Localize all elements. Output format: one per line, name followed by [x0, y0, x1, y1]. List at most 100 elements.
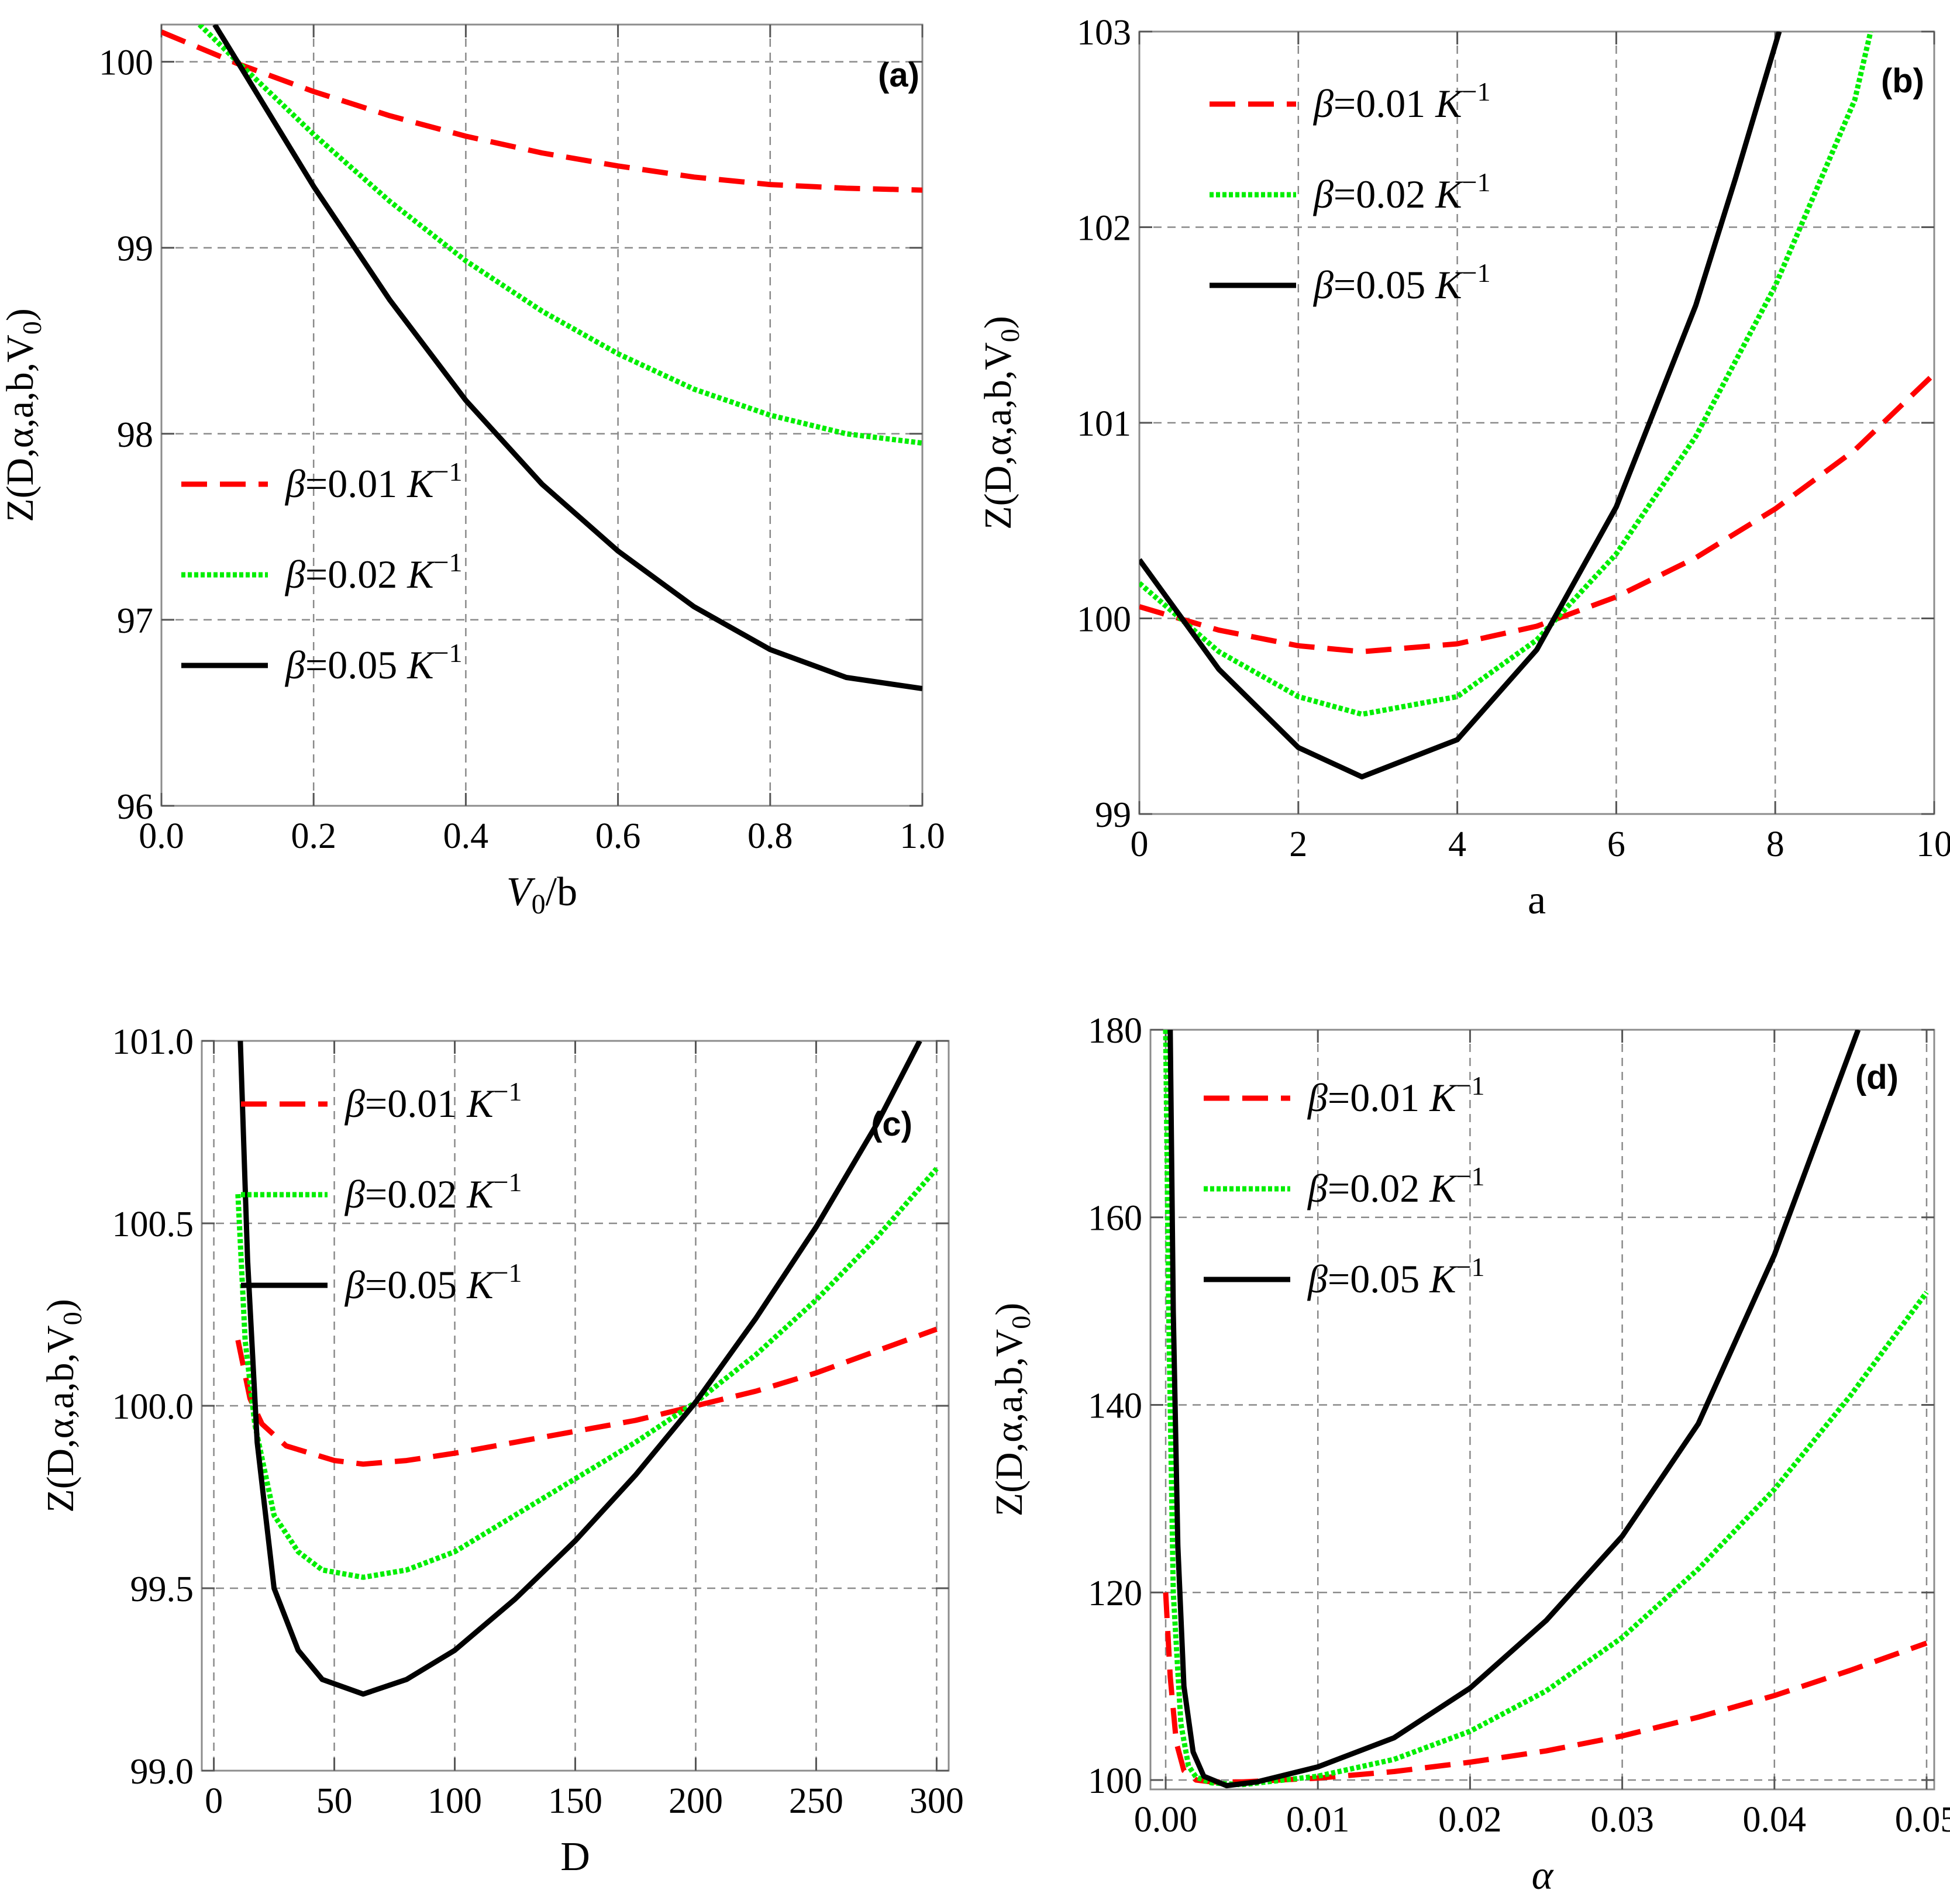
legend-symbol: β [1312, 172, 1334, 216]
x-tick-label: 0.0 [139, 816, 184, 856]
legend-exponent: −1 [434, 457, 463, 487]
y-tick-label: 140 [1088, 1386, 1142, 1426]
y-axis-label-sub: 0 [995, 329, 1025, 342]
series-line-beta005 [237, 1041, 922, 1697]
series-line-beta002 [197, 25, 922, 446]
y-tick-label: 120 [1088, 1574, 1142, 1613]
legend-exponent: −1 [1462, 77, 1491, 106]
x-tick-label: 0.03 [1590, 1800, 1654, 1840]
legend-symbol: β [1307, 1166, 1328, 1210]
y-axis-label-sub: 0 [17, 321, 47, 334]
legend-unit: K [466, 1172, 495, 1216]
legend-unit: K [1435, 172, 1464, 216]
y-tick-label: 99 [1095, 795, 1131, 835]
legend-symbol: β [284, 552, 305, 596]
legend-value: =0.02 [365, 1172, 467, 1216]
legend-unit: K [1435, 263, 1464, 307]
legend-value: =0.05 [1334, 263, 1435, 307]
series-line-beta005 [212, 25, 922, 692]
legend-label-beta001: β=0.01 K−1 [284, 457, 463, 506]
x-tick-label: 0 [205, 1781, 223, 1821]
x-axis-label-main: α [1532, 1853, 1554, 1898]
x-tick-label: 10 [1916, 825, 1950, 864]
plot-frame [1149, 1029, 1935, 1791]
y-axis-label-main: Z(D,α,a,b,V [977, 342, 1019, 530]
legend-unit: K [466, 1081, 495, 1126]
x-axis-label-main: a [1528, 878, 1546, 923]
series-line-beta005 [1139, 32, 1782, 779]
legend-exponent: −1 [1456, 1161, 1485, 1191]
x-tick-label: 0.2 [291, 816, 336, 856]
legend-label-beta005: β=0.05 K−1 [344, 1258, 522, 1307]
x-tick-label: 200 [669, 1781, 723, 1821]
y-axis-label-tail: ) [39, 1299, 82, 1312]
x-axis-label-tail: /b [546, 870, 577, 915]
y-tick-label: 96 [117, 787, 153, 827]
legend-symbol: β [284, 643, 305, 687]
legend-exponent: −1 [1456, 1252, 1485, 1282]
legend-value: =0.02 [305, 552, 407, 596]
legend-exponent: −1 [434, 638, 463, 668]
y-tick-label: 99.0 [130, 1752, 194, 1792]
legend-unit: K [406, 461, 436, 506]
y-tick-label: 160 [1088, 1199, 1142, 1239]
x-axis-label-sub: 0 [532, 889, 546, 920]
legend-label-beta002: β=0.02 K−1 [1312, 167, 1491, 216]
legend-label-beta002: β=0.02 K−1 [1307, 1161, 1485, 1210]
legend-label-beta002: β=0.02 K−1 [344, 1167, 522, 1216]
x-tick-label: 0.05 [1895, 1800, 1950, 1840]
y-tick-label: 100 [1077, 600, 1131, 640]
legend-unit: K [1435, 81, 1464, 126]
legend-value: =0.05 [1328, 1257, 1429, 1301]
x-axis-label: a [1528, 878, 1546, 923]
x-tick-label: 250 [789, 1781, 843, 1821]
y-axis-label: Z(D,α,a,b,V0) [39, 1299, 87, 1512]
legend-exponent: −1 [1462, 258, 1491, 288]
x-tick-label: 0.04 [1743, 1800, 1807, 1840]
y-tick-label: 100.0 [112, 1387, 194, 1427]
legend-value: =0.05 [365, 1263, 467, 1307]
legend-value: =0.01 [1328, 1075, 1429, 1120]
legend-label-beta001: β=0.01 K−1 [1312, 77, 1491, 126]
legend-symbol: β [1312, 81, 1334, 126]
x-tick-label: 50 [316, 1781, 353, 1821]
panel-label: (a) [878, 56, 919, 94]
panel-d: 0.00 0.01 0.02 0.03 0.04 0.05 100 120 140 160 180 β… [988, 1011, 1950, 1898]
x-axis-label: D [560, 1834, 590, 1879]
x-tick-label: 1.0 [900, 816, 945, 856]
legend-label-beta001: β=0.01 K−1 [344, 1077, 522, 1126]
plot-frame [160, 23, 924, 807]
y-axis-label: Z(D,α,a,b,V0) [977, 316, 1025, 529]
x-axis-label-main: V [507, 870, 536, 915]
series-line-beta001 [1163, 1592, 1928, 1785]
x-tick-label: 100 [428, 1781, 482, 1821]
x-tick-label: 0 [1131, 825, 1149, 864]
y-axis-label-tail: ) [988, 1303, 1031, 1316]
y-tick-label: 99.5 [130, 1570, 194, 1609]
series-line-beta002 [235, 1167, 939, 1580]
x-tick-label: 0.8 [747, 816, 793, 856]
y-axis-label-main: Z(D,α,a,b,V [39, 1325, 82, 1513]
y-axis-label-sub: 0 [1006, 1316, 1036, 1329]
y-axis-label-sub: 0 [57, 1312, 87, 1325]
x-axis-label: V0/b [507, 870, 577, 920]
legend-value: =0.01 [1334, 81, 1435, 126]
y-tick-label: 180 [1088, 1011, 1142, 1051]
legend-exponent: −1 [494, 1258, 522, 1288]
y-axis-label-main: Z(D,α,a,b,V [988, 1329, 1031, 1517]
legend-exponent: −1 [494, 1167, 522, 1197]
panel-c: 0 50 100 150 200 250 300 99.0 99.5 100.0 100.5 101.… [39, 1022, 964, 1879]
legend-exponent: −1 [434, 547, 463, 577]
legend-unit: K [1429, 1166, 1458, 1210]
x-tick-label: 150 [548, 1781, 602, 1821]
legend-unit: K [1429, 1075, 1458, 1120]
series-line-beta002 [1139, 32, 1873, 717]
legend-unit: K [1429, 1257, 1458, 1301]
legend-unit: K [406, 552, 436, 596]
x-tick-label: 4 [1448, 825, 1466, 864]
series-line-beta002 [1163, 1030, 1929, 1788]
y-tick-label: 100 [1088, 1761, 1142, 1801]
legend-symbol: β [344, 1263, 365, 1307]
